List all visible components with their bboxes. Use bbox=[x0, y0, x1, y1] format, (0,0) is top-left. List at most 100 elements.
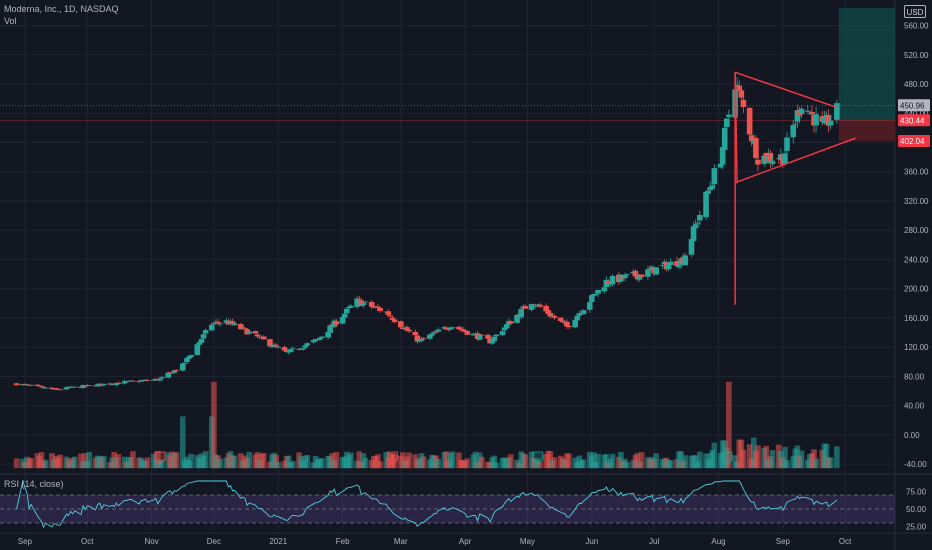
candle-body bbox=[123, 381, 130, 383]
volume-bar bbox=[580, 459, 587, 469]
candle-body bbox=[740, 99, 747, 108]
candle-body bbox=[622, 274, 628, 278]
candle-body bbox=[412, 331, 419, 336]
candle-body bbox=[252, 331, 259, 334]
time-tick-label: Oct bbox=[839, 537, 852, 546]
volume-bar bbox=[86, 451, 93, 469]
volume-bar bbox=[634, 452, 641, 469]
volume-bar bbox=[28, 457, 34, 469]
volume-bar bbox=[155, 451, 161, 469]
candle-body bbox=[196, 342, 203, 345]
volume-bar bbox=[763, 445, 770, 469]
event-markers[interactable] bbox=[154, 451, 733, 465]
currency-button[interactable]: USD bbox=[904, 5, 926, 18]
candle-body bbox=[312, 339, 319, 341]
candle-body bbox=[167, 372, 174, 374]
volume-bar bbox=[472, 451, 479, 469]
candle-body bbox=[316, 337, 323, 340]
candle-body bbox=[182, 362, 188, 364]
candle-body bbox=[246, 331, 252, 334]
candle-body bbox=[447, 327, 454, 330]
candle-body bbox=[416, 340, 423, 342]
volume-bar bbox=[827, 457, 834, 469]
candle-body bbox=[551, 315, 558, 318]
candle-body bbox=[217, 323, 223, 325]
candle-body bbox=[80, 385, 86, 389]
volume-bar bbox=[491, 455, 498, 469]
candle-body bbox=[794, 110, 801, 122]
volume-bar bbox=[57, 454, 64, 469]
candle-body bbox=[86, 385, 93, 386]
volume-bar bbox=[478, 456, 485, 469]
volume-bars bbox=[13, 381, 840, 469]
candle-body bbox=[726, 114, 732, 117]
candle-body bbox=[580, 310, 587, 315]
candle-body bbox=[723, 118, 730, 128]
candle-body bbox=[609, 276, 616, 285]
candle-body bbox=[543, 305, 549, 312]
candle-body bbox=[169, 372, 176, 374]
candle-body bbox=[144, 380, 151, 381]
time-tick-label: Sep bbox=[776, 537, 791, 546]
candle-body bbox=[532, 306, 539, 307]
candle-body bbox=[709, 185, 716, 189]
candle-body bbox=[755, 159, 761, 165]
entry-price-label-bg bbox=[898, 114, 930, 127]
candle-body bbox=[721, 127, 728, 150]
candle-body bbox=[173, 369, 180, 371]
candle-body bbox=[101, 383, 107, 386]
time-tick-label: Oct bbox=[81, 537, 94, 546]
volume-bar bbox=[144, 457, 151, 469]
price-axis[interactable]: 560.00520.00480.00440.00400.00360.00320.… bbox=[904, 22, 929, 532]
candle-body bbox=[653, 267, 659, 275]
volume-bar bbox=[609, 453, 616, 469]
price-tick-label: 480.00 bbox=[904, 80, 929, 89]
volume-bar bbox=[493, 462, 500, 469]
candle-body bbox=[717, 163, 724, 168]
symbol-title: Moderna, Inc., 1D, NASDAQ bbox=[4, 4, 119, 14]
volume-bar bbox=[456, 452, 462, 469]
volume-bar bbox=[319, 458, 325, 469]
candle-body bbox=[719, 147, 726, 165]
candle-body bbox=[38, 386, 45, 388]
candle-body bbox=[238, 324, 244, 330]
candle-body bbox=[22, 384, 28, 385]
volume-bar bbox=[464, 458, 471, 469]
candle-body bbox=[792, 123, 799, 125]
time-axis[interactable]: Sep Oct Nov Dec 2021 Feb Mar Apr May Jun Jul Aug Sep… bbox=[18, 537, 852, 546]
candle-body bbox=[121, 381, 128, 384]
volume-bar bbox=[678, 451, 684, 469]
volume-label: Vol bbox=[4, 16, 17, 26]
candle-body bbox=[429, 333, 435, 336]
candle-body bbox=[522, 305, 529, 309]
candle-body bbox=[692, 224, 699, 229]
last-price-label-bg bbox=[898, 99, 930, 112]
rsi-tick-label: 75.00 bbox=[906, 488, 927, 497]
candle-body bbox=[491, 336, 498, 342]
candle-body bbox=[476, 334, 483, 340]
pennant-left-edge bbox=[734, 72, 738, 183]
candle-body bbox=[464, 331, 471, 335]
time-tick-label: Dec bbox=[207, 537, 221, 546]
candle-body bbox=[49, 387, 55, 390]
volume-bar bbox=[42, 459, 49, 469]
position-zones[interactable] bbox=[0, 8, 895, 142]
candle-body bbox=[769, 160, 776, 164]
candle-body bbox=[242, 328, 248, 329]
candle-body bbox=[140, 380, 147, 382]
candle-body bbox=[557, 317, 564, 321]
candle-body bbox=[595, 289, 601, 294]
pennant-pattern[interactable] bbox=[734, 71, 856, 305]
candle-body bbox=[231, 323, 238, 325]
volume-bar bbox=[130, 451, 136, 469]
candle-body bbox=[28, 384, 34, 386]
volume-bar bbox=[173, 452, 180, 469]
candle-body bbox=[514, 314, 520, 323]
volume-bar bbox=[746, 444, 753, 469]
candle-body bbox=[782, 153, 788, 164]
volume-bar bbox=[823, 443, 830, 469]
candle-body bbox=[389, 317, 396, 320]
stop-zone bbox=[838, 120, 895, 142]
volume-bar bbox=[231, 455, 238, 469]
